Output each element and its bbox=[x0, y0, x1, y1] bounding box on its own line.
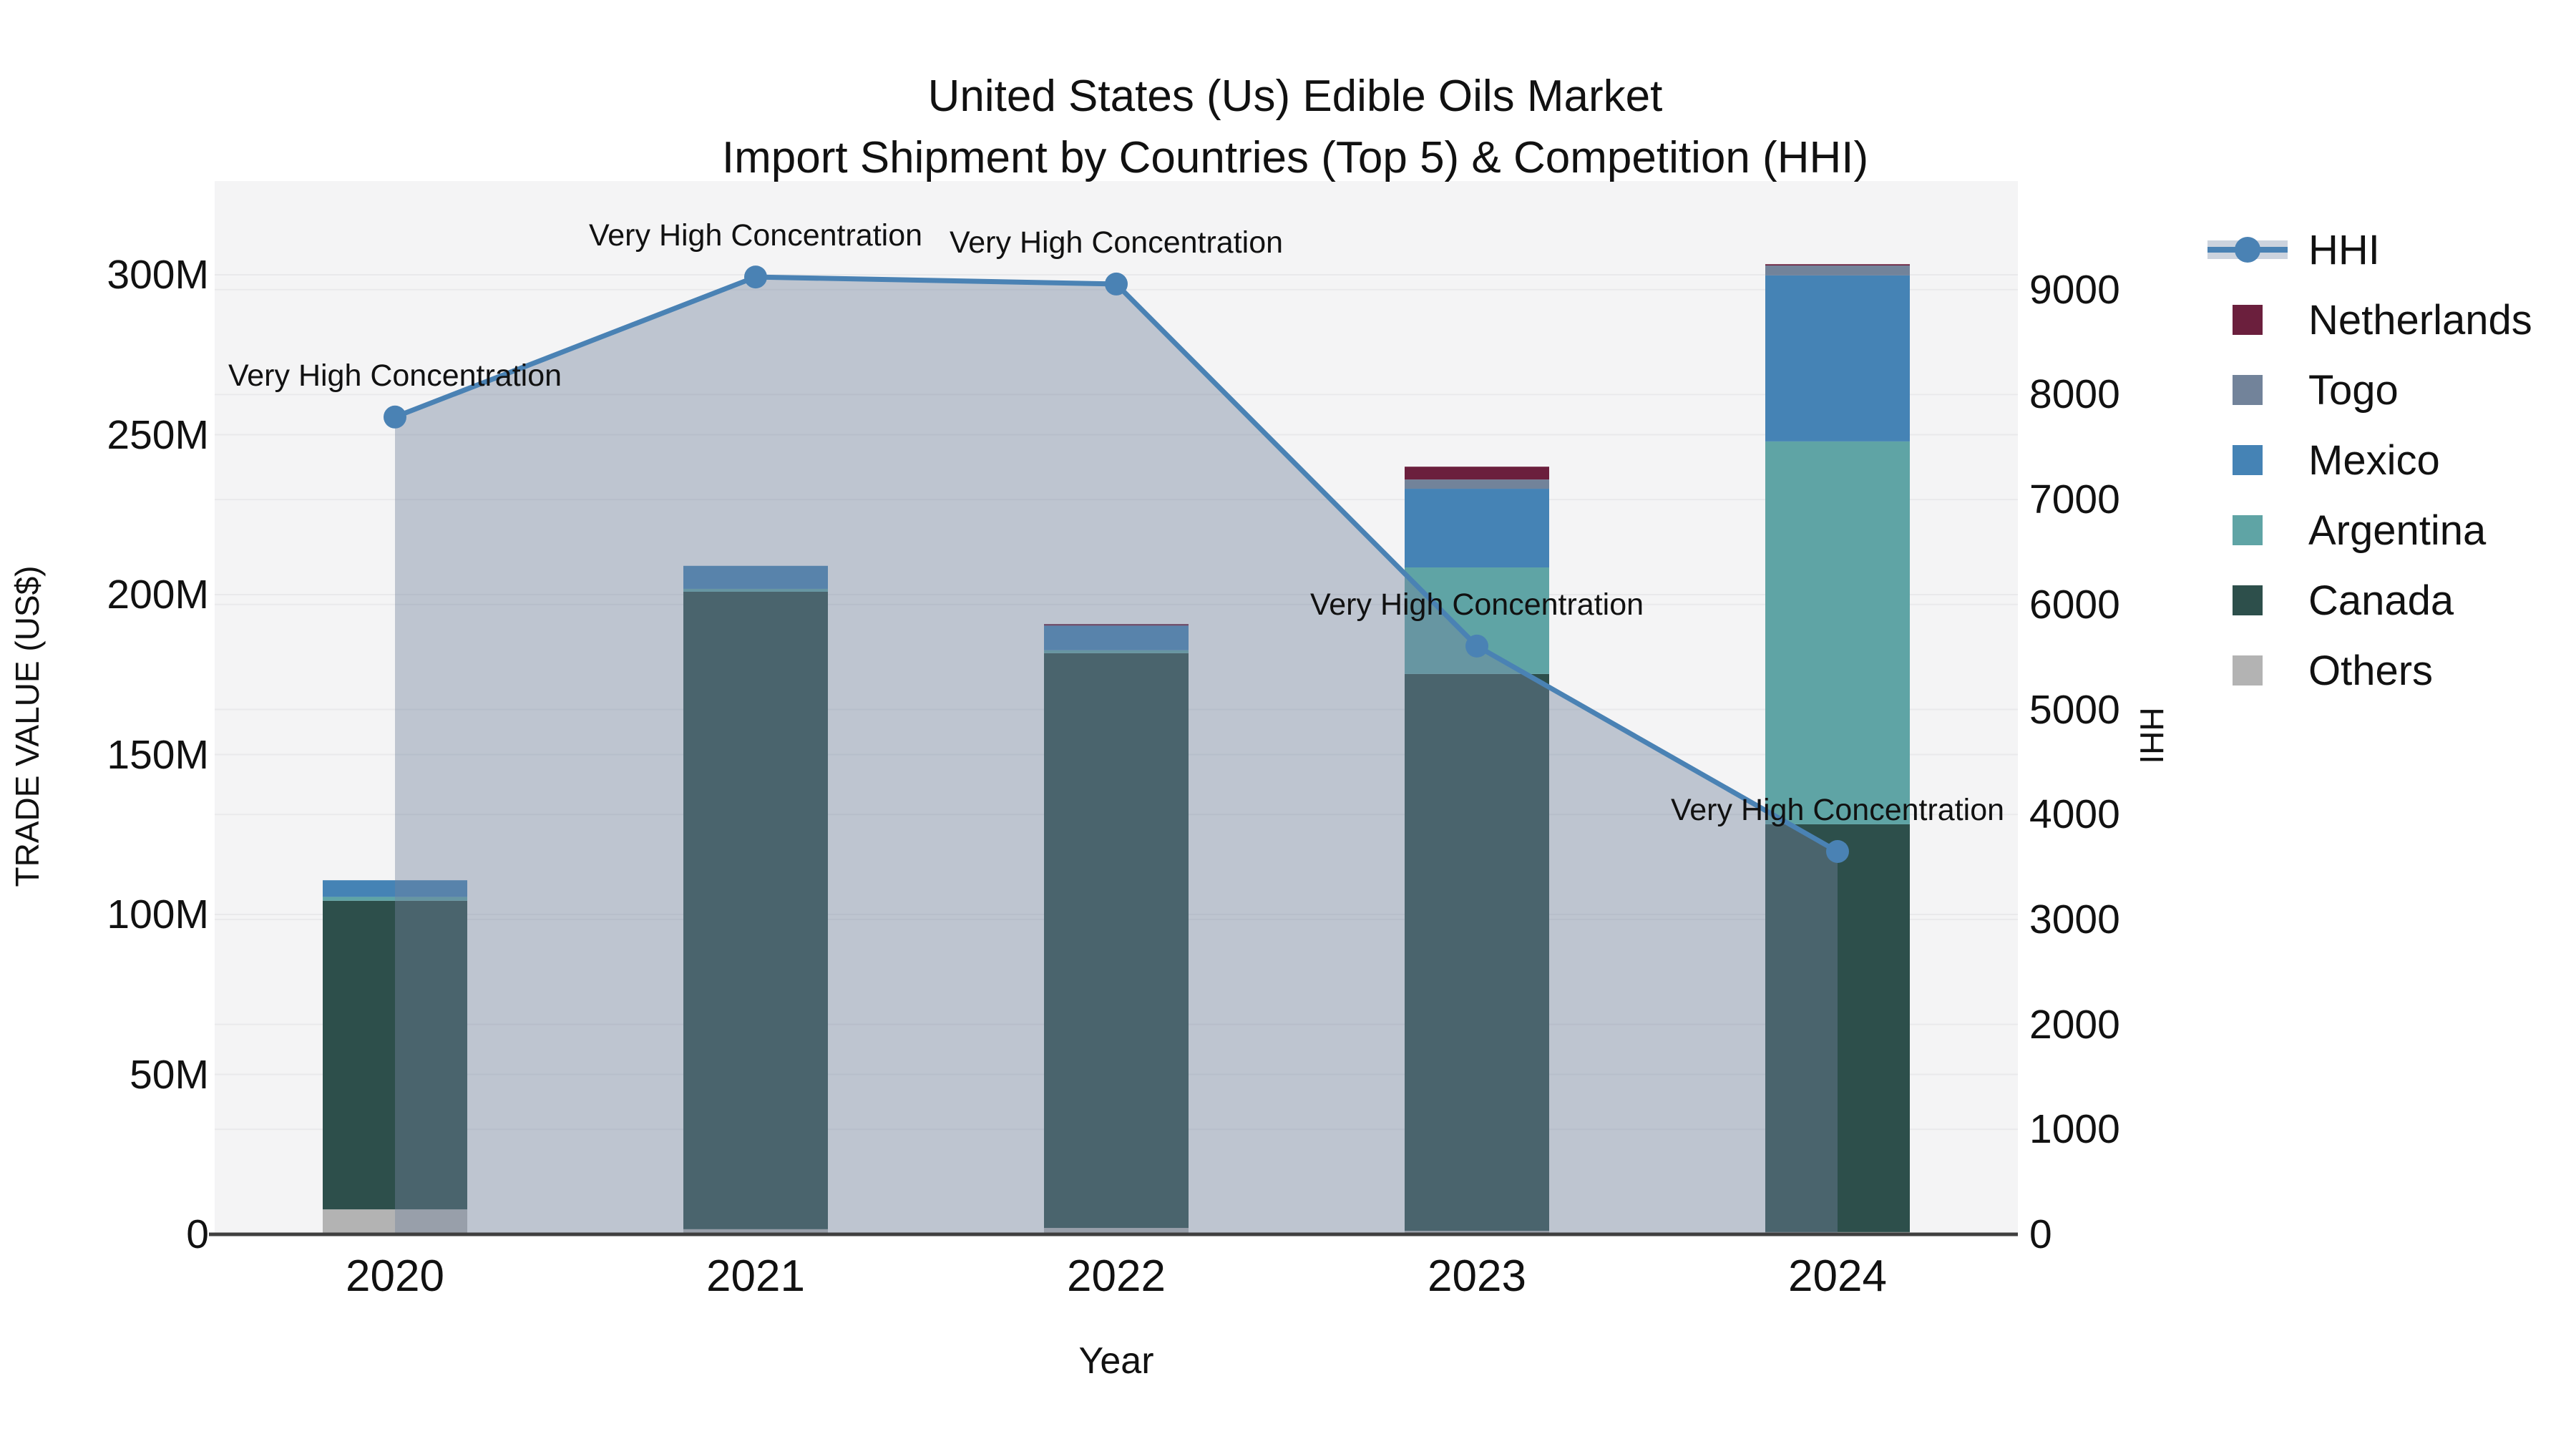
bar-segment-others[interactable] bbox=[323, 1209, 467, 1234]
bar-segment-togo[interactable] bbox=[1765, 265, 1910, 275]
y-right-tick: 0 bbox=[2029, 1211, 2052, 1257]
bar-segment-argentina[interactable] bbox=[1044, 650, 1189, 653]
legend-item-netherlands[interactable]: Netherlands bbox=[2205, 285, 2532, 355]
x-tick-year: 2021 bbox=[706, 1252, 805, 1301]
hhi-line-icon bbox=[2205, 234, 2290, 265]
legend-swatch-icon bbox=[2205, 655, 2290, 686]
bar-segment-netherlands[interactable] bbox=[1405, 467, 1549, 480]
annotation-very-high-concentration: Very High Concentration bbox=[1670, 792, 2005, 827]
y-right-tick: 7000 bbox=[2029, 477, 2120, 523]
bar-segment-mexico[interactable] bbox=[1765, 275, 1910, 441]
hhi-legend-swatch bbox=[2207, 234, 2288, 265]
bar-segment-canada[interactable] bbox=[1044, 653, 1189, 1229]
legend-item-mexico[interactable]: Mexico bbox=[2205, 425, 2532, 495]
y-right-tick: 5000 bbox=[2029, 686, 2120, 733]
x-tick-year: 2024 bbox=[1788, 1252, 1887, 1301]
annotation-very-high-concentration: Very High Concentration bbox=[1309, 587, 1644, 622]
legend-item-others[interactable]: Others bbox=[2205, 635, 2532, 706]
y-right-axis-label: HHI bbox=[2133, 707, 2170, 764]
bar-segment-argentina[interactable] bbox=[1765, 441, 1910, 824]
legend-label: Argentina bbox=[2308, 507, 2487, 554]
y-left-tick: 200M bbox=[107, 572, 209, 618]
bar-segment-mexico[interactable] bbox=[1044, 625, 1189, 650]
y-right-tick: 3000 bbox=[2029, 896, 2120, 942]
y-right-tick: 6000 bbox=[2029, 581, 2120, 628]
legend-item-togo[interactable]: Togo bbox=[2205, 355, 2532, 425]
swatch-others bbox=[2233, 655, 2263, 686]
legend-item-hhi[interactable]: HHI bbox=[2205, 215, 2532, 285]
swatch-netherlands bbox=[2233, 305, 2263, 335]
legend-label: Togo bbox=[2308, 366, 2399, 414]
bar-segment-mexico[interactable] bbox=[1405, 489, 1549, 568]
bar-segment-netherlands[interactable] bbox=[1765, 264, 1910, 266]
legend-label: Mexico bbox=[2308, 436, 2440, 484]
chart-title-line1: United States (Us) Edible Oils Market bbox=[927, 72, 1663, 121]
y-right-tick: 4000 bbox=[2029, 791, 2120, 838]
bar-segment-netherlands[interactable] bbox=[1044, 624, 1189, 626]
legend-item-argentina[interactable]: Argentina bbox=[2205, 495, 2532, 565]
y-left-tick: 300M bbox=[107, 252, 209, 298]
hhi-marker[interactable] bbox=[744, 265, 767, 289]
swatch-togo bbox=[2233, 375, 2263, 405]
bar-segment-others[interactable] bbox=[683, 1229, 828, 1234]
legend-label: Others bbox=[2308, 647, 2434, 694]
annotation-very-high-concentration: Very High Concentration bbox=[588, 218, 923, 253]
bar-segment-others[interactable] bbox=[1044, 1228, 1189, 1234]
y-left-tick: 100M bbox=[107, 892, 209, 937]
legend-swatch-icon bbox=[2205, 445, 2290, 475]
legend-label: Canada bbox=[2308, 577, 2454, 624]
x-tick-year: 2020 bbox=[346, 1252, 444, 1301]
annotation-very-high-concentration: Very High Concentration bbox=[228, 358, 562, 393]
x-axis-label: Year bbox=[1078, 1340, 1154, 1382]
annotation-very-high-concentration: Very High Concentration bbox=[949, 225, 1284, 260]
legend-item-canada[interactable]: Canada bbox=[2205, 565, 2532, 635]
bar-segment-canada[interactable] bbox=[683, 591, 828, 1229]
legend-label: HHI bbox=[2308, 226, 2380, 273]
bar-segment-argentina[interactable] bbox=[683, 588, 828, 592]
legend-swatch-icon bbox=[2205, 305, 2290, 335]
bar-segment-togo[interactable] bbox=[1405, 479, 1549, 489]
bar-segment-canada[interactable] bbox=[323, 900, 467, 1210]
swatch-argentina bbox=[2233, 515, 2263, 545]
bar-segment-canada[interactable] bbox=[1765, 824, 1910, 1232]
bar-segment-mexico[interactable] bbox=[323, 880, 467, 897]
hhi-marker[interactable] bbox=[1105, 272, 1128, 296]
legend-label: Netherlands bbox=[2308, 296, 2532, 343]
legend-swatch-icon bbox=[2205, 515, 2290, 545]
bar-segment-mexico[interactable] bbox=[683, 565, 828, 589]
swatch-mexico bbox=[2233, 445, 2263, 475]
y-right-tick: 2000 bbox=[2029, 1001, 2120, 1048]
hhi-marker[interactable] bbox=[1465, 634, 1488, 658]
y-right-tick: 1000 bbox=[2029, 1106, 2120, 1153]
bar-segment-argentina[interactable] bbox=[323, 897, 467, 901]
y-left-tick: 50M bbox=[130, 1051, 209, 1098]
x-tick-year: 2022 bbox=[1067, 1252, 1166, 1301]
y-left-tick: 250M bbox=[107, 411, 209, 458]
legend: HHI Netherlands Togo Mexico Argentina Canada O… bbox=[2205, 215, 2532, 706]
legend-swatch-icon bbox=[2205, 375, 2290, 405]
hhi-marker[interactable] bbox=[384, 405, 406, 429]
hhi-legend-glyph bbox=[2235, 237, 2260, 263]
y-right-tick: 8000 bbox=[2029, 371, 2120, 418]
y-left-tick: 150M bbox=[107, 731, 209, 778]
chart-title: United States (Us) Edible Oils Market Im… bbox=[722, 66, 1868, 189]
y-right-tick: 9000 bbox=[2029, 266, 2120, 313]
swatch-canada bbox=[2233, 585, 2263, 615]
y-left-tick: 0 bbox=[186, 1211, 209, 1257]
hhi-marker[interactable] bbox=[1826, 839, 1849, 863]
hhi-area-fill bbox=[395, 277, 1838, 1235]
legend-swatch-icon bbox=[2205, 585, 2290, 615]
chart-title-line2: Import Shipment by Countries (Top 5) & C… bbox=[721, 133, 1869, 182]
x-tick-year: 2023 bbox=[1428, 1252, 1526, 1301]
bar-segment-canada[interactable] bbox=[1405, 673, 1549, 1231]
